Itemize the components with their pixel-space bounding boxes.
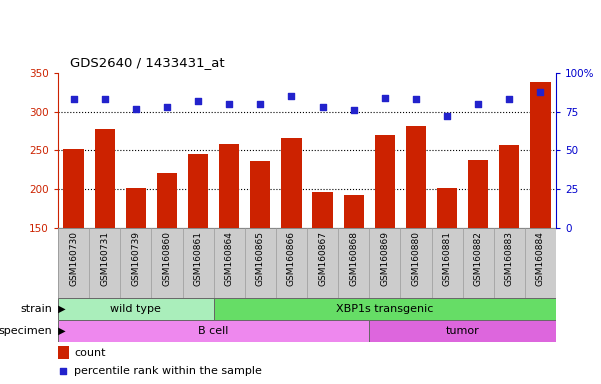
Bar [530,82,551,344]
Bar [437,188,457,344]
Bar [281,138,302,344]
Bar [406,126,426,344]
Text: GSM160880: GSM160880 [412,232,421,286]
Point [474,101,483,107]
Text: GSM160865: GSM160865 [256,232,265,286]
Text: GSM160731: GSM160731 [100,232,109,286]
Text: ▶: ▶ [55,304,66,314]
Point [162,104,172,110]
Point [349,107,358,113]
Text: GSM160869: GSM160869 [380,232,389,286]
Point [255,101,265,107]
Bar [250,161,270,344]
Text: XBP1s transgenic: XBP1s transgenic [336,304,433,314]
Bar [213,298,556,320]
Point [411,96,421,103]
Bar [64,149,84,344]
Point [442,113,452,119]
Text: GDS2640 / 1433431_at: GDS2640 / 1433431_at [70,56,225,69]
Text: ▶: ▶ [55,326,66,336]
Text: GSM160860: GSM160860 [162,232,171,286]
Bar [219,144,239,344]
Point [131,106,141,112]
Bar [126,188,146,344]
Point [318,104,328,110]
Bar [58,298,213,320]
Text: wild type: wild type [111,304,161,314]
Bar [58,320,369,342]
Point [194,98,203,104]
Bar [188,154,208,344]
Text: specimen: specimen [0,326,52,336]
Text: GSM160866: GSM160866 [287,232,296,286]
Point [287,93,296,99]
Bar [499,145,519,344]
Text: percentile rank within the sample: percentile rank within the sample [74,366,262,376]
Text: strain: strain [20,304,52,314]
Point [535,89,545,95]
Bar [157,173,177,344]
Text: GSM160867: GSM160867 [318,232,327,286]
Text: count: count [74,348,105,358]
Point [504,96,514,103]
Text: GSM160883: GSM160883 [505,232,514,286]
Point [380,95,389,101]
Text: GSM160868: GSM160868 [349,232,358,286]
Point [59,367,69,374]
Point [69,96,78,103]
Text: GSM160861: GSM160861 [194,232,203,286]
Text: GSM160881: GSM160881 [442,232,451,286]
Text: tumor: tumor [446,326,480,336]
Text: GSM160739: GSM160739 [131,232,140,286]
Text: GSM160882: GSM160882 [474,232,483,286]
Point [224,101,234,107]
Bar [369,320,556,342]
Bar [468,160,488,344]
Text: GSM160864: GSM160864 [225,232,234,286]
Bar [313,192,333,344]
Bar [94,129,115,344]
Text: GSM160884: GSM160884 [536,232,545,286]
Text: GSM160730: GSM160730 [69,232,78,286]
Bar [344,195,364,344]
Bar [374,135,395,344]
Bar [58,346,69,359]
Text: B cell: B cell [198,326,229,336]
Point [100,96,109,103]
